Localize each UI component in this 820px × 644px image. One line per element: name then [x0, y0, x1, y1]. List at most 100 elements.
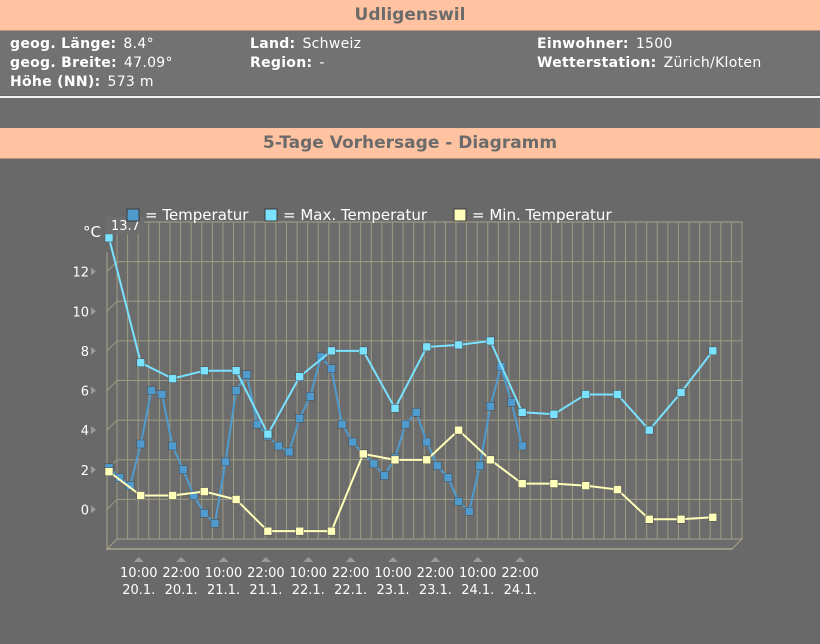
y-tick-label: 4: [81, 424, 89, 439]
info-laenge: geog. Länge: 8.4°: [10, 36, 154, 52]
series-point-1: [327, 346, 336, 356]
series-point-0: [348, 437, 357, 447]
legend-swatch-1: [264, 208, 278, 222]
x-tick-time: 10:00: [459, 566, 496, 581]
y-tick-marker: [91, 505, 96, 514]
x-tick-marker: [388, 557, 399, 562]
series-line-2: [108, 428, 713, 533]
legend-label-2: = Min. Temperatur: [472, 206, 612, 224]
breite-label: geog. Breite:: [10, 55, 117, 71]
y-tick-marker: [91, 465, 96, 474]
series-point-0: [242, 370, 251, 379]
x-tick-time: 10:00: [290, 566, 327, 581]
series-point-2: [676, 515, 686, 524]
series-point-1: [168, 374, 177, 383]
series-point-0: [337, 419, 347, 429]
series-point-2: [708, 513, 718, 522]
breite-value: 47.09°: [123, 55, 173, 71]
series-point-0: [454, 497, 463, 506]
series-point-1: [295, 372, 304, 381]
series-point-0: [380, 471, 389, 480]
series-point-0: [274, 441, 283, 451]
plot-floor: [105, 538, 744, 550]
hoehe-value: 573 m: [107, 74, 154, 90]
series-point-2: [263, 526, 273, 536]
y-tick-label: 8: [81, 345, 89, 360]
x-tick-time: 22:00: [501, 566, 538, 581]
series-point-0: [253, 419, 262, 429]
x-tick-date: 23.1.: [376, 583, 409, 598]
series-point-1: [517, 408, 527, 417]
max-annotation-label: 13.7: [111, 219, 140, 234]
x-tick-time: 22:00: [247, 566, 284, 581]
series-point-1: [645, 425, 654, 435]
x-tick-date: 21.1.: [249, 583, 282, 598]
y-tick-label: 0: [81, 503, 89, 518]
series-line-1: [108, 237, 714, 437]
y-tick-label: 6: [81, 385, 89, 400]
location-info-panel: geog. Länge: 8.4° geog. Breite: 47.09° Höh…: [0, 31, 820, 95]
x-tick-date: 21.1.: [207, 583, 240, 598]
legend-swatch-2: [453, 208, 467, 222]
x-tick-time: 22:00: [332, 566, 369, 581]
x-tick-time: 10:00: [205, 566, 242, 581]
series-point-0: [411, 408, 421, 417]
laenge-value: 8.4°: [123, 36, 154, 52]
info-land: Land: Schweiz: [250, 36, 361, 52]
grid-depth-line: [106, 340, 118, 352]
forecast-chart-area: 0 2 4 6 8 10 12 °C 10:00 20.1. 22:00 20.1. 10:00 21.1…: [0, 159, 820, 640]
series-point-0: [433, 461, 442, 471]
x-tick-marker: [176, 557, 187, 562]
series-point-0: [475, 461, 485, 471]
series-point-0: [221, 457, 230, 467]
grid-depth-line: [106, 300, 118, 312]
series-point-2: [517, 479, 527, 488]
series-point-0: [168, 441, 177, 451]
series-point-2: [390, 455, 400, 465]
x-tick-marker: [218, 557, 229, 562]
series-point-1: [358, 346, 368, 356]
series-point-2: [358, 449, 368, 459]
location-title-bar: Udligenswil: [0, 0, 820, 31]
section-gap: [0, 98, 820, 128]
series-point-2: [136, 491, 146, 500]
x-tick-date: 20.1.: [165, 583, 198, 598]
series-point-0: [136, 439, 146, 449]
series-point-1: [486, 336, 495, 346]
info-einwohner: Einwohner: 1500: [537, 36, 673, 52]
x-tick-date: 23.1.: [419, 583, 452, 598]
series-point-0: [157, 390, 167, 399]
series-point-1: [104, 233, 114, 243]
x-tick-marker: [345, 557, 356, 562]
series-point-2: [549, 479, 559, 488]
series-point-2: [581, 481, 590, 490]
info-region: Region: -: [250, 55, 325, 71]
forecast-title: 5-Tage Vorhersage - Diagramm: [262, 133, 558, 153]
x-tick-marker: [303, 557, 314, 562]
series-point-2: [645, 515, 654, 524]
legend-label-0: = Temperatur: [145, 206, 249, 224]
forecast-chart: 0 2 4 6 8 10 12 °C 10:00 20.1. 22:00 20.1. 10:00 21.1…: [72, 206, 744, 598]
info-hoehe: Höhe (NN): 573 m: [10, 74, 154, 90]
x-tick-marker: [260, 557, 271, 562]
series-line-0: [108, 354, 524, 526]
series-point-0: [507, 398, 516, 407]
x-tick-date: 24.1.: [461, 583, 494, 598]
station-value: Zürich/Kloten: [663, 55, 762, 71]
region-value: -: [319, 55, 325, 71]
x-tick-date: 20.1.: [122, 583, 155, 598]
hoehe-label: Höhe (NN):: [10, 74, 101, 90]
series-point-0: [517, 441, 527, 451]
series-point-1: [263, 429, 273, 439]
x-tick-date: 24.1.: [504, 583, 537, 598]
region-label: Region:: [250, 55, 313, 71]
station-label: Wetterstation:: [537, 55, 657, 71]
series-point-1: [549, 410, 559, 419]
x-tick-marker: [515, 557, 526, 562]
series-point-2: [295, 526, 304, 536]
series-point-2: [422, 455, 432, 465]
series-point-1: [454, 340, 463, 350]
grid-depth-line: [106, 419, 118, 431]
x-tick-time: 22:00: [162, 566, 199, 581]
y-tick-marker: [91, 346, 96, 355]
